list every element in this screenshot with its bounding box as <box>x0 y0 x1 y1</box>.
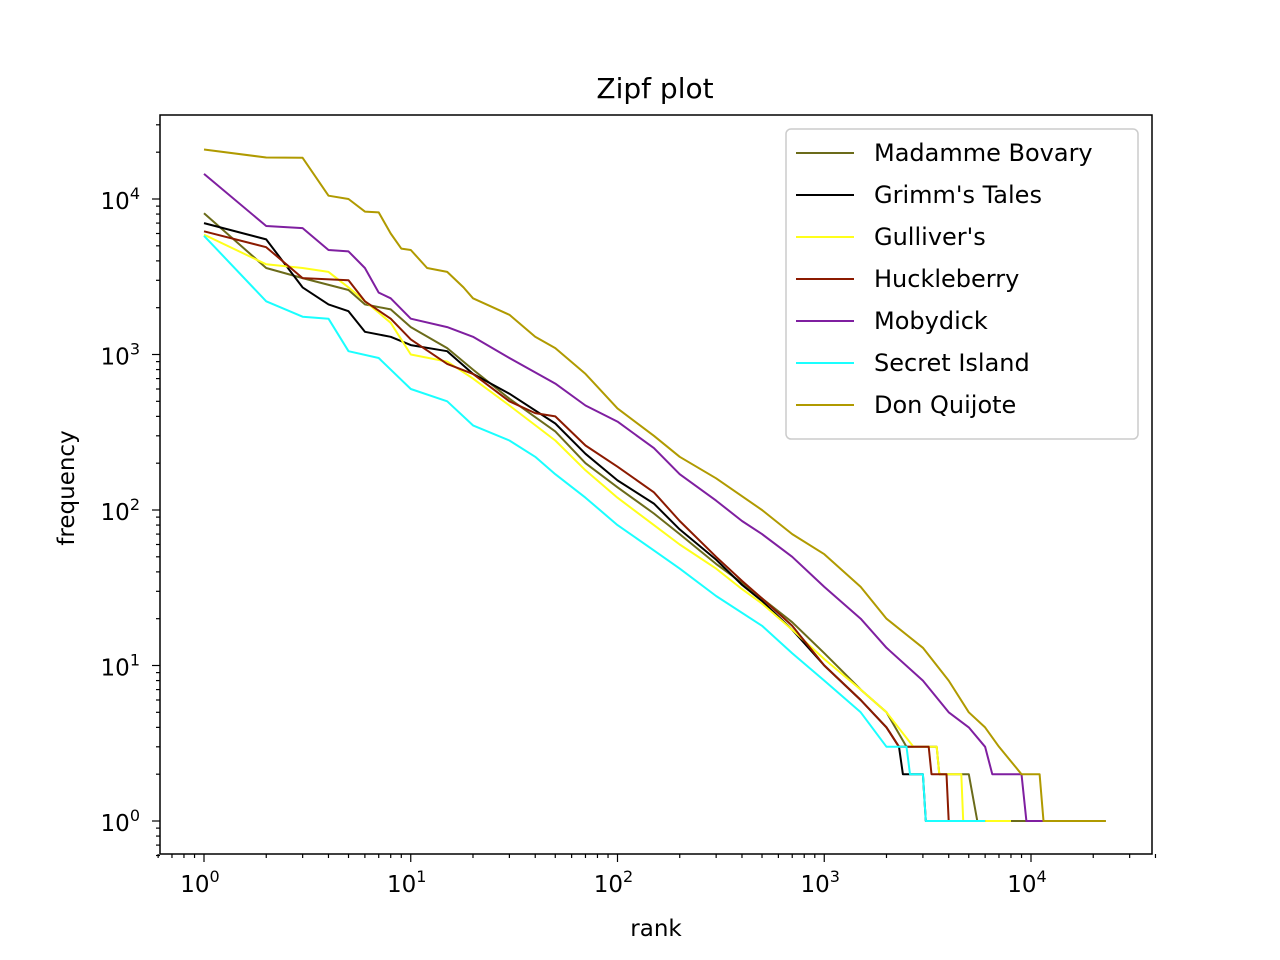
legend-label: Don Quijote <box>874 391 1016 419</box>
x-tick-label: 104 <box>1007 867 1046 898</box>
y-axis-label: frequency <box>54 430 80 545</box>
x-tick-label: 103 <box>801 867 840 898</box>
y-tick-label: 103 <box>101 340 140 371</box>
y-tick-label: 100 <box>101 806 140 837</box>
chart-title: Zipf plot <box>596 72 713 105</box>
series-line-mobydick <box>203 173 1048 822</box>
ticks-layer: 100 101 102 103 104 100 101 102 103 104 <box>101 124 1157 898</box>
y-tick-label: 102 <box>101 495 140 526</box>
legend-label: Secret Island <box>874 349 1030 377</box>
legend-label: Gulliver's <box>874 223 986 251</box>
legend-label: Madamme Bovary <box>874 139 1093 167</box>
y-tick-label: 104 <box>101 184 140 215</box>
legend-box <box>785 128 1139 440</box>
legend-label: Mobydick <box>874 307 988 335</box>
series-line-secret-island <box>203 235 986 822</box>
series-layer <box>203 148 1106 822</box>
y-tick-label: 101 <box>101 651 140 682</box>
series-line-huckleberry <box>203 230 986 822</box>
legend-label: Grimm's Tales <box>874 181 1042 209</box>
plot-frame <box>159 114 1153 855</box>
x-tick-label: 102 <box>594 867 633 898</box>
x-tick-label: 100 <box>180 867 219 898</box>
series-line-don-quijote <box>203 148 1106 822</box>
x-tick-label: 101 <box>387 867 426 898</box>
legend-label: Huckleberry <box>874 265 1019 293</box>
x-axis-label: rank <box>630 916 682 942</box>
legend: Madamme Bovary Grimm's Tales Gulliver's Huc… <box>785 128 1139 440</box>
